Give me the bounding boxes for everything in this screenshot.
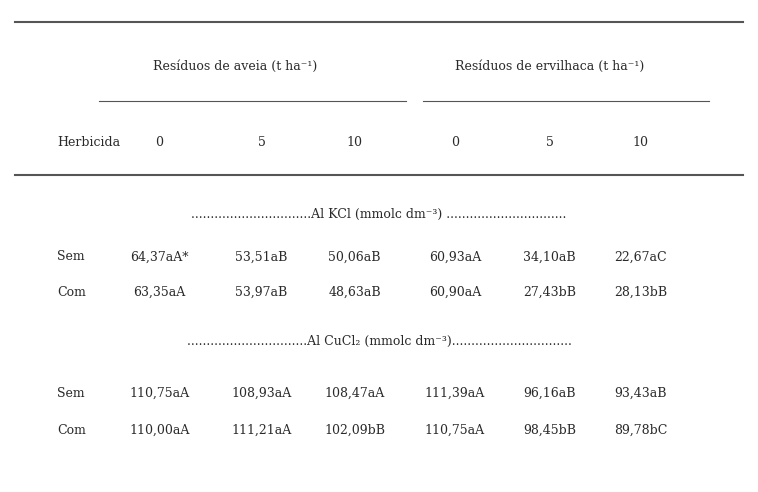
Text: 0: 0 [451, 136, 459, 149]
Text: 60,93aA: 60,93aA [429, 250, 481, 263]
Text: 93,43aB: 93,43aB [614, 387, 667, 400]
Text: Sem: Sem [57, 387, 84, 400]
Text: 5: 5 [546, 136, 553, 149]
Text: 60,90aA: 60,90aA [429, 286, 481, 299]
Text: Herbicida: Herbicida [57, 136, 120, 149]
Text: 64,37aA*: 64,37aA* [130, 250, 189, 263]
Text: 34,10aB: 34,10aB [523, 250, 576, 263]
Text: 48,63aB: 48,63aB [328, 286, 381, 299]
Text: 10: 10 [632, 136, 649, 149]
Text: 111,39aA: 111,39aA [424, 387, 485, 400]
Text: 63,35aA: 63,35aA [133, 286, 185, 299]
Text: ...............................Al KCl (mmolᴄ dm⁻³) .............................: ...............................Al KCl (m… [191, 208, 567, 220]
Text: 110,75aA: 110,75aA [424, 424, 485, 437]
Text: Resíduos de ervilhaca (t ha⁻¹): Resíduos de ervilhaca (t ha⁻¹) [455, 60, 644, 73]
Text: Com: Com [57, 286, 86, 299]
Text: 110,00aA: 110,00aA [129, 424, 190, 437]
Text: Com: Com [57, 424, 86, 437]
Text: 5: 5 [258, 136, 265, 149]
Text: 22,67aC: 22,67aC [614, 250, 667, 263]
Text: 53,97aB: 53,97aB [236, 286, 287, 299]
Text: 10: 10 [346, 136, 363, 149]
Text: 50,06aB: 50,06aB [328, 250, 381, 263]
Text: 110,75aA: 110,75aA [129, 387, 190, 400]
Text: 111,21aA: 111,21aA [231, 424, 292, 437]
Text: 27,43bB: 27,43bB [523, 286, 576, 299]
Text: Sem: Sem [57, 250, 84, 263]
Text: 108,47aA: 108,47aA [324, 387, 385, 400]
Text: 98,45bB: 98,45bB [523, 424, 576, 437]
Text: 28,13bB: 28,13bB [614, 286, 667, 299]
Text: 108,93aA: 108,93aA [231, 387, 292, 400]
Text: 102,09bB: 102,09bB [324, 424, 385, 437]
Text: 0: 0 [155, 136, 163, 149]
Text: 96,16aB: 96,16aB [523, 387, 576, 400]
Text: Resíduos de aveia (t ha⁻¹): Resíduos de aveia (t ha⁻¹) [153, 60, 317, 73]
Text: 89,78bC: 89,78bC [614, 424, 667, 437]
Text: 53,51aB: 53,51aB [235, 250, 288, 263]
Text: ...............................Al CuCl₂ (mmolᴄ dm⁻³)............................: ...............................Al CuCl₂ … [186, 336, 572, 348]
